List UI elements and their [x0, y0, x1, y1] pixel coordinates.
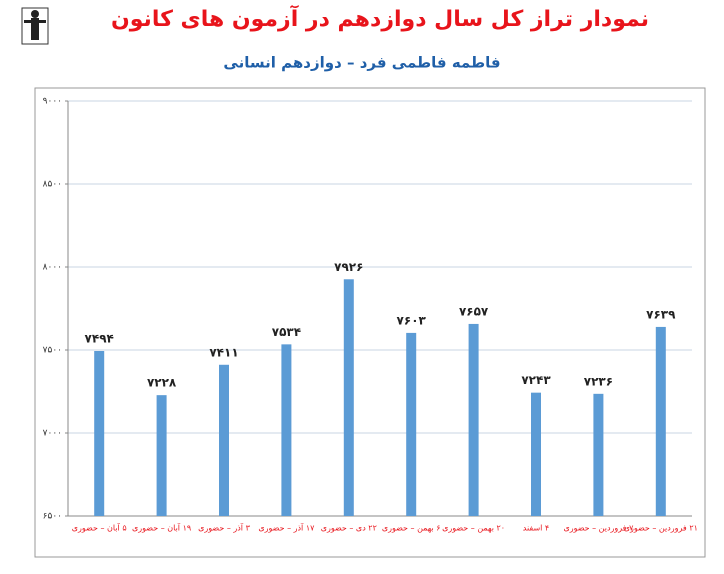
- y-tick-label: ۶۵۰۰: [43, 512, 62, 522]
- x-tick-label: ۲۲ دی – حضوری: [321, 524, 377, 533]
- x-tick-label: ۷ فروردین – حضوری: [563, 524, 634, 533]
- bar: [281, 344, 292, 516]
- bar: [655, 326, 666, 516]
- bar: [406, 332, 417, 516]
- x-tick-label: ۱۷ آذر – حضوری: [258, 523, 315, 533]
- x-tick-label: ۳ آذر – حضوری: [198, 523, 250, 533]
- y-tick-label: ۷۵۰۰: [43, 346, 62, 356]
- bar: [593, 393, 604, 516]
- data-label: ۷۹۲۶: [334, 260, 363, 274]
- x-tick-label: ۴ اسفند: [523, 524, 549, 533]
- data-label: ۷۲۲۸: [147, 376, 177, 390]
- data-label: ۷۴۱۱: [209, 345, 238, 359]
- bar: [94, 350, 105, 516]
- chart-subtitle: فاطمه فاطمی فرد – دوازدهم انسانی: [223, 54, 500, 72]
- x-tick-label: ۶ بهمن – حضوری: [382, 524, 441, 533]
- y-tick-label: ۷۰۰۰: [43, 429, 62, 439]
- data-label: ۷۶۰۳: [397, 313, 427, 327]
- data-label: ۷۶۵۷: [459, 304, 489, 318]
- bar: [343, 279, 354, 516]
- data-label: ۷۲۳۶: [584, 374, 613, 388]
- bar: [531, 392, 541, 516]
- x-tick-label: ۱۹ آبان – حضوری: [132, 523, 191, 533]
- bar: [468, 323, 479, 516]
- data-label: ۷۶۳۹: [646, 307, 676, 321]
- chart-frame: [34, 87, 706, 558]
- y-tick-label: ۹۰۰۰: [43, 97, 62, 107]
- y-tick-label: ۸۵۰۰: [43, 180, 62, 190]
- x-tick-label: ۲۰ بهمن – حضوری: [442, 524, 505, 533]
- logo: [21, 7, 49, 45]
- data-label: ۷۲۴۳: [521, 373, 551, 387]
- data-label: ۷۵۳۴: [272, 325, 301, 339]
- x-tick-label: ۵ آبان – حضوری: [72, 523, 127, 533]
- y-tick-label: ۸۰۰۰: [43, 263, 62, 273]
- bar: [219, 364, 229, 516]
- bar: [156, 395, 167, 516]
- data-label: ۷۴۹۴: [85, 331, 114, 345]
- chart-title: نمودار تراز کل سال دوازدهم در آزمون های …: [111, 4, 649, 32]
- x-tick-label: ۲۱ فروردین – حضوری: [624, 524, 698, 533]
